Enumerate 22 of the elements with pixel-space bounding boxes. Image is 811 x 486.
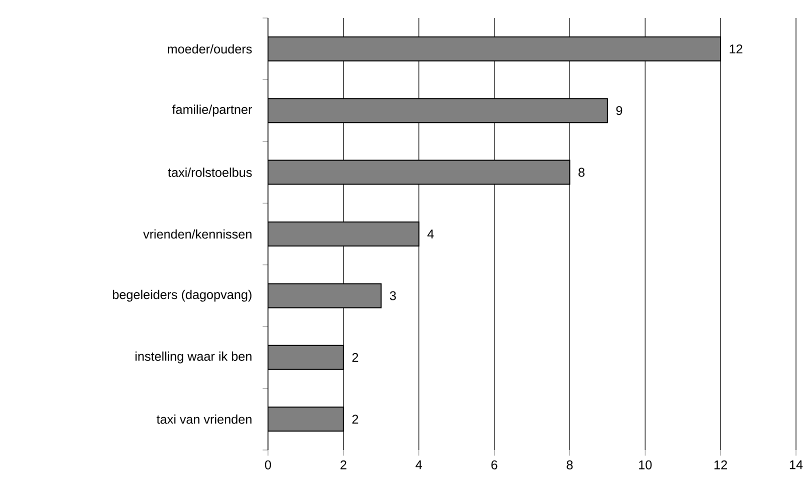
- y-tick-label: vrienden/kennissen: [143, 229, 252, 239]
- data-label: 8: [578, 168, 584, 177]
- data-label: 12: [730, 44, 742, 54]
- y-tick-label: moeder/ouders: [168, 44, 252, 54]
- x-tick-label: 12: [714, 460, 727, 470]
- x-tick-label: 8: [566, 460, 573, 470]
- x-tick-label: 4: [416, 460, 422, 470]
- y-tick-label: begeleiders (dagopvang): [112, 290, 252, 302]
- data-label: 3: [390, 291, 396, 300]
- x-tick-label: 0: [264, 460, 272, 470]
- data-label: 9: [616, 106, 622, 116]
- data-label: 4: [427, 230, 434, 238]
- y-tick-label: instelling waar ik ben: [136, 352, 252, 364]
- y-tick-label: taxi van vrienden: [156, 414, 252, 424]
- x-tick-label: 10: [639, 460, 652, 470]
- y-tick-label: taxi/rolstoelbus: [168, 168, 252, 177]
- x-tick-label: 6: [491, 460, 498, 470]
- data-label: 2: [352, 353, 358, 362]
- x-tick-label: 2: [340, 460, 346, 470]
- x-tick-label: 14: [790, 460, 803, 470]
- data-label: 2: [352, 414, 358, 424]
- y-tick-label: familie/partner: [172, 104, 252, 116]
